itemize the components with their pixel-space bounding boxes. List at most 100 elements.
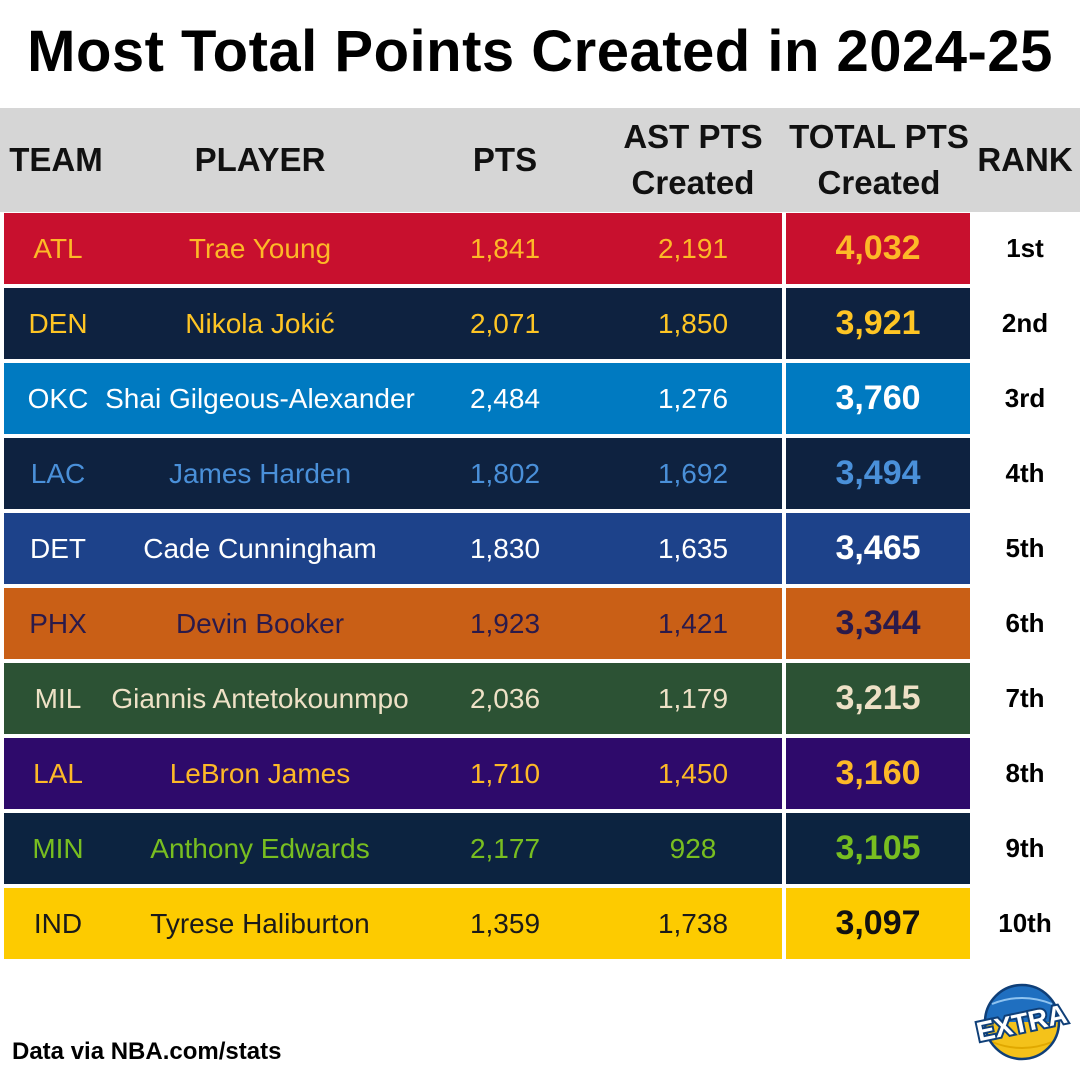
header-pts: PTS (472, 141, 538, 178)
row-background (4, 738, 782, 809)
pts-cell: 1,830 (469, 532, 541, 564)
team-cell: IND (33, 907, 83, 939)
total-cell-background (786, 363, 970, 434)
table-row: DET Cade Cunningham 1,830 1,635 3,465 (4, 513, 970, 584)
table-row: MIL Giannis Antetokounmpo 2,036 1,179 3,215 (4, 663, 970, 734)
table-row: LAC James Harden 1,802 1,692 3,494 (4, 438, 970, 509)
table-row: OKC Shai Gilgeous-Alexander 2,484 1,276 3,76… (4, 363, 970, 434)
table-row: ATL Trae Young 1,841 2,191 4,032 (4, 213, 970, 284)
table-row: PHX Devin Booker 1,923 1,421 3,344 (4, 588, 970, 659)
total-pts-cell: 3,465 (835, 529, 921, 567)
total-pts-cell: 3,344 (835, 604, 921, 642)
ast-pts-cell: 1,635 (657, 532, 729, 564)
total-cell-background (786, 738, 970, 809)
row-background (4, 438, 782, 509)
pts-cell: 2,036 (469, 682, 541, 714)
row-background (4, 888, 782, 959)
team-cell: DET (30, 532, 86, 564)
pts-cell: 1,710 (469, 757, 541, 789)
total-pts-cell: 3,921 (835, 304, 921, 342)
row-background (4, 813, 782, 884)
rank-cell: 6th (1005, 608, 1045, 638)
player-cell: Nikola Jokić (185, 307, 335, 339)
chart-title: Most Total Points Created in 2024-25 (27, 19, 1053, 84)
table-row: LAL LeBron James 1,710 1,450 3,160 (4, 738, 970, 809)
header-ast-pts-created: AST PTS Created (623, 118, 763, 201)
header-team: TEAM (9, 141, 103, 178)
total-pts-cell: 3,105 (835, 829, 921, 867)
pts-cell: 1,359 (469, 907, 541, 939)
ast-pts-cell: 2,191 (657, 232, 729, 264)
total-pts-cell: 4,032 (835, 229, 921, 267)
team-cell: LAC (30, 457, 86, 489)
row-background (4, 363, 782, 434)
pts-cell: 1,923 (469, 607, 541, 639)
row-background (4, 663, 782, 734)
pts-cell: 2,177 (469, 832, 541, 864)
team-cell: MIN (32, 832, 84, 864)
rank-cell: 3rd (1004, 383, 1046, 413)
ast-pts-cell: 1,850 (657, 307, 729, 339)
total-cell-background (786, 663, 970, 734)
rank-cell: 8th (1005, 758, 1045, 788)
table-row: MIN Anthony Edwards 2,177 928 3,105 (4, 813, 970, 884)
table-row: DEN Nikola Jokić 2,071 1,850 3,921 (4, 288, 970, 359)
total-pts-cell: 3,215 (835, 679, 921, 717)
player-cell: Devin Booker (175, 607, 345, 639)
row-background (4, 213, 782, 284)
source-note: Data via NBA.com/stats (12, 1038, 282, 1065)
total-pts-cell: 3,097 (835, 904, 921, 942)
ast-pts-cell: 1,738 (657, 907, 729, 939)
ast-pts-cell: 1,692 (657, 457, 729, 489)
ast-pts-cell: 928 (669, 832, 717, 864)
total-cell-background (786, 813, 970, 884)
header-total-pts-created: TOTAL PTS Created (789, 118, 969, 201)
team-cell: ATL (33, 232, 83, 264)
rank-cell: 2nd (1001, 308, 1049, 338)
row-background (4, 513, 782, 584)
pts-cell: 1,841 (469, 232, 541, 264)
row-background (4, 588, 782, 659)
total-cell-background (786, 288, 970, 359)
player-cell: Anthony Edwards (150, 832, 370, 864)
total-cell-background (786, 513, 970, 584)
team-cell: PHX (29, 607, 87, 639)
pts-cell: 2,484 (469, 382, 541, 414)
player-cell: Cade Cunningham (143, 532, 377, 564)
ast-pts-cell: 1,421 (657, 607, 729, 639)
team-cell: LAL (33, 757, 83, 789)
team-cell: DEN (28, 307, 88, 339)
player-cell: Tyrese Haliburton (150, 907, 370, 939)
header-rank: RANK (977, 141, 1073, 178)
total-cell-background (786, 438, 970, 509)
rank-cell: 9th (1005, 833, 1045, 863)
rank-cell: 1st (1006, 233, 1044, 263)
total-cell-background (786, 888, 970, 959)
rank-cell: 10th (998, 908, 1052, 938)
team-cell: MIL (34, 682, 82, 714)
rank-cell: 7th (1005, 683, 1045, 713)
header-player: PLAYER (194, 141, 326, 178)
ast-pts-cell: 1,276 (657, 382, 729, 414)
team-cell: OKC (27, 382, 89, 414)
player-cell: Trae Young (188, 232, 332, 264)
total-pts-cell: 3,160 (835, 754, 921, 792)
total-cell-background (786, 213, 970, 284)
total-pts-cell: 3,494 (835, 454, 921, 492)
player-cell: LeBron James (169, 757, 351, 789)
rank-cell: 4th (1005, 458, 1045, 488)
player-cell: Shai Gilgeous-Alexander (105, 382, 415, 414)
total-cell-background (786, 588, 970, 659)
player-cell: James Harden (168, 457, 352, 489)
extra-logo: EXTRA (972, 983, 1072, 1061)
table-header: TEAM PLAYER PTS AST PTS Created TOTAL PTS… (0, 108, 1080, 212)
row-background (4, 288, 782, 359)
pts-cell: 2,071 (469, 307, 541, 339)
pts-cell: 1,802 (469, 457, 541, 489)
ast-pts-cell: 1,450 (657, 757, 729, 789)
total-pts-cell: 3,760 (835, 379, 921, 417)
player-cell: Giannis Antetokounmpo (111, 682, 409, 714)
table-row: IND Tyrese Haliburton 1,359 1,738 3,097 (4, 888, 970, 959)
ast-pts-cell: 1,179 (657, 682, 729, 714)
rank-cell: 5th (1005, 533, 1045, 563)
